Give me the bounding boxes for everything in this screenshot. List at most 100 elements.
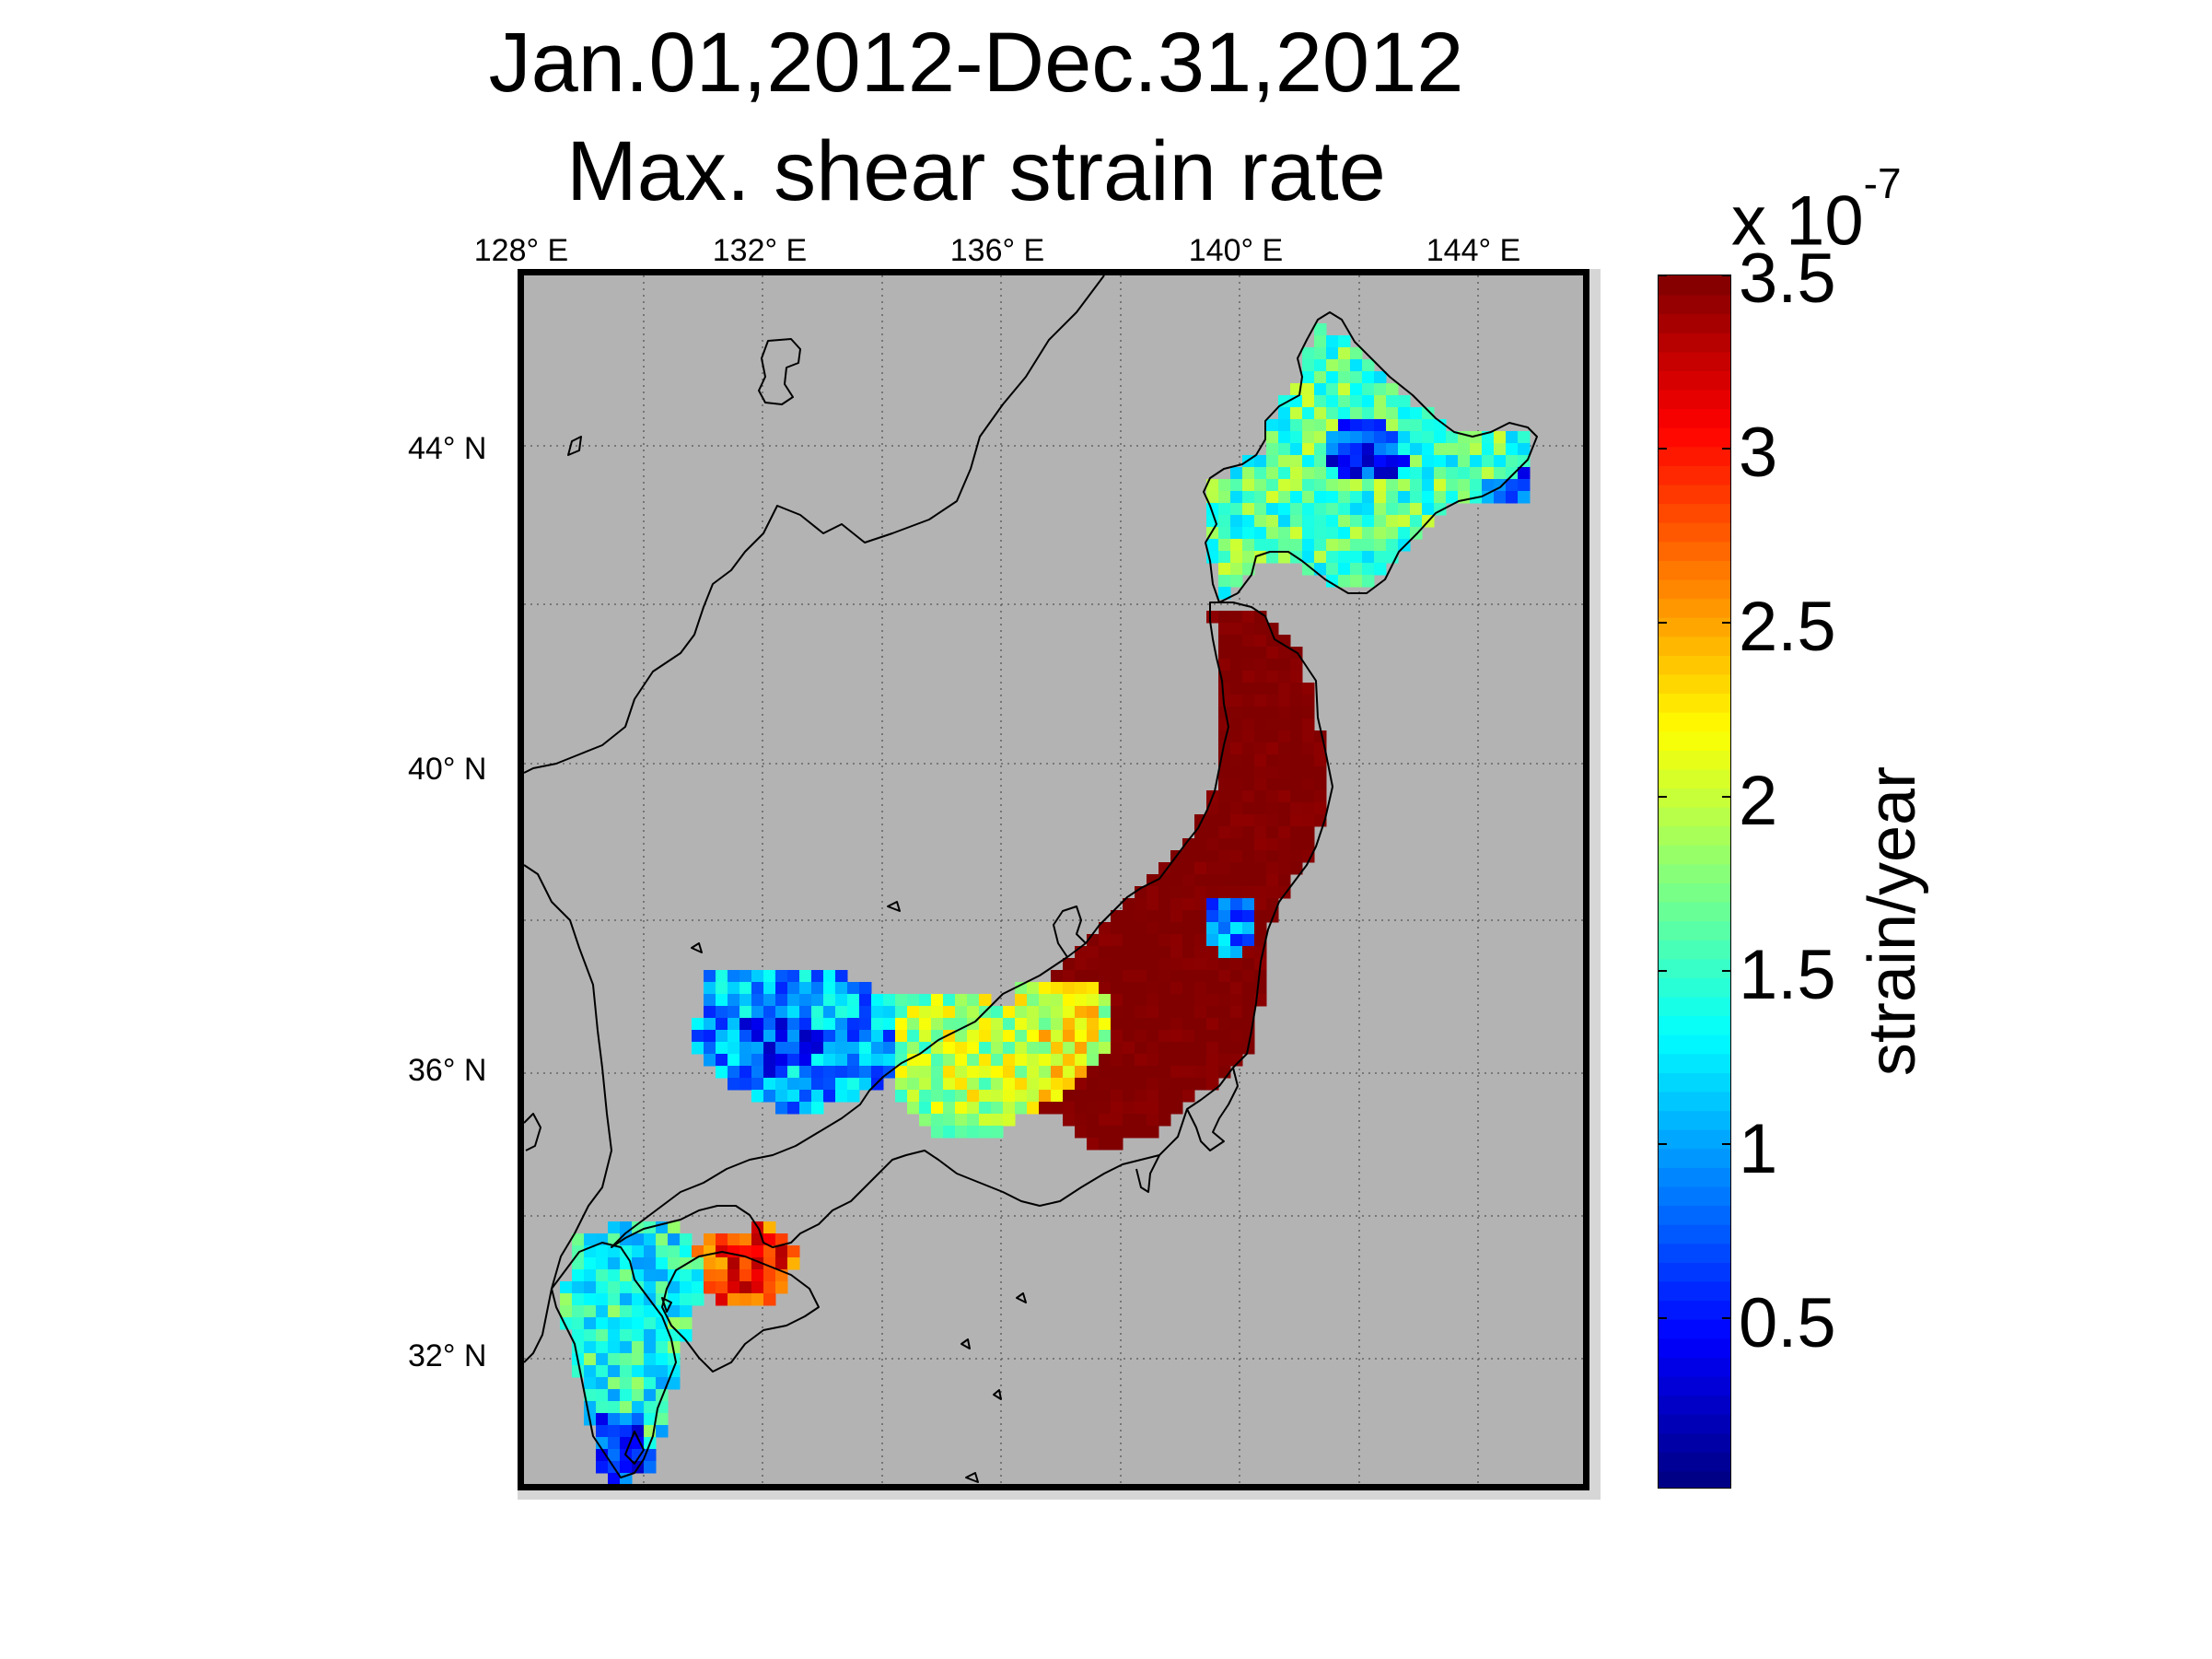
strain-cell [620, 1269, 633, 1282]
strain-cell [1254, 695, 1267, 707]
strain-cell [1338, 539, 1351, 552]
colorbar-step [1659, 369, 1730, 391]
strain-cell [1182, 850, 1195, 863]
strain-cell [644, 1245, 657, 1258]
strain-cell [883, 1054, 896, 1067]
strain-cell [1170, 922, 1183, 935]
strain-cell [1422, 491, 1435, 504]
colorbar-step [1659, 1432, 1730, 1453]
strain-cell [1087, 1042, 1100, 1055]
strain-cell [1003, 1018, 1016, 1031]
strain-cell [1063, 1042, 1076, 1055]
colorbar-step [1659, 351, 1730, 371]
strain-cell [1314, 431, 1327, 444]
strain-cell [991, 1114, 1004, 1127]
strain-cell [1147, 958, 1159, 971]
strain-cell [1386, 443, 1399, 456]
strain-cell [1278, 515, 1291, 528]
strain-cell [1350, 359, 1363, 372]
strain-cell [1242, 647, 1255, 660]
strain-cell [775, 970, 788, 983]
strain-cell [1266, 898, 1279, 911]
strain-cell [1170, 946, 1183, 959]
strain-cell [1278, 443, 1291, 456]
strain-cell [763, 1078, 776, 1091]
strain-cell [1302, 707, 1315, 719]
strain-cell [1338, 491, 1351, 504]
strain-cell [919, 1018, 932, 1031]
strain-cell [1242, 838, 1255, 851]
map-plot [524, 275, 1583, 1484]
strain-cell [847, 1066, 860, 1079]
strain-cell [1087, 1114, 1100, 1127]
strain-cell [1111, 1054, 1123, 1067]
strain-cell [787, 982, 800, 995]
strain-cell [1194, 970, 1207, 983]
strain-cell [1302, 742, 1315, 755]
strain-cell [1123, 1078, 1135, 1091]
strain-cell [596, 1245, 609, 1258]
strain-cell [1230, 611, 1243, 624]
strain-cell [692, 1293, 704, 1306]
strain-cell [991, 1054, 1004, 1067]
strain-cell [1518, 491, 1531, 504]
colorbar-step [1659, 1280, 1730, 1302]
strain-cell [1182, 1030, 1195, 1043]
strain-cell [1470, 467, 1483, 480]
strain-cell [1147, 1030, 1159, 1043]
strain-cell [1075, 1042, 1088, 1055]
colorbar-step [1659, 1034, 1730, 1055]
strain-cell [728, 982, 740, 995]
strain-cell [1135, 898, 1147, 911]
strain-cell [1302, 395, 1315, 408]
strain-cell [1302, 551, 1315, 564]
colorbar-step [1659, 1071, 1730, 1092]
strain-cell [823, 1066, 836, 1079]
strain-cell [1170, 898, 1183, 911]
strain-cell [1254, 467, 1267, 480]
strain-cell [1350, 467, 1363, 480]
strain-cell [1170, 1078, 1183, 1091]
strain-cell [1135, 994, 1147, 1007]
strain-cell [596, 1281, 609, 1294]
longitude-label-140: 140° E [1188, 233, 1284, 268]
strain-cell [1218, 539, 1231, 552]
strain-cell [1182, 1018, 1195, 1031]
strain-cell [1434, 491, 1447, 504]
strain-cell [1326, 407, 1339, 420]
strain-cell [1482, 443, 1495, 456]
strain-cell [871, 1054, 884, 1067]
strain-cell [991, 1018, 1004, 1031]
strain-cell [1326, 371, 1339, 384]
strain-cell [1135, 1102, 1147, 1115]
strain-cell [1386, 383, 1399, 396]
strain-cell [823, 1030, 836, 1043]
strain-cell [1158, 1090, 1171, 1103]
strain-cell [632, 1389, 645, 1402]
colorbar-step [1659, 1148, 1730, 1168]
strain-cell [1254, 659, 1267, 672]
strain-cell [1206, 862, 1219, 875]
colorbar-step [1659, 446, 1730, 466]
strain-cell [1206, 994, 1219, 1007]
strain-cell [1003, 1054, 1016, 1067]
strain-cell [1266, 754, 1279, 767]
strain-cell [1242, 683, 1255, 695]
strain-cell [620, 1293, 633, 1306]
colorbar-tick [1722, 796, 1731, 798]
strain-cell [787, 1102, 800, 1115]
strain-cell [919, 1054, 932, 1067]
strain-cell [1266, 814, 1279, 827]
strain-cell [1494, 431, 1507, 444]
strain-cell [811, 1078, 824, 1091]
strain-cell [668, 1317, 681, 1330]
strain-cell [1302, 515, 1315, 528]
colorbar-step [1659, 541, 1730, 561]
strain-cell [1075, 1006, 1088, 1019]
strain-cell [955, 1114, 968, 1127]
strain-cell [1338, 431, 1351, 444]
strain-cell [1230, 754, 1243, 767]
strain-cell [620, 1401, 633, 1414]
strain-cell [1290, 671, 1303, 683]
strain-cell [751, 994, 764, 1007]
